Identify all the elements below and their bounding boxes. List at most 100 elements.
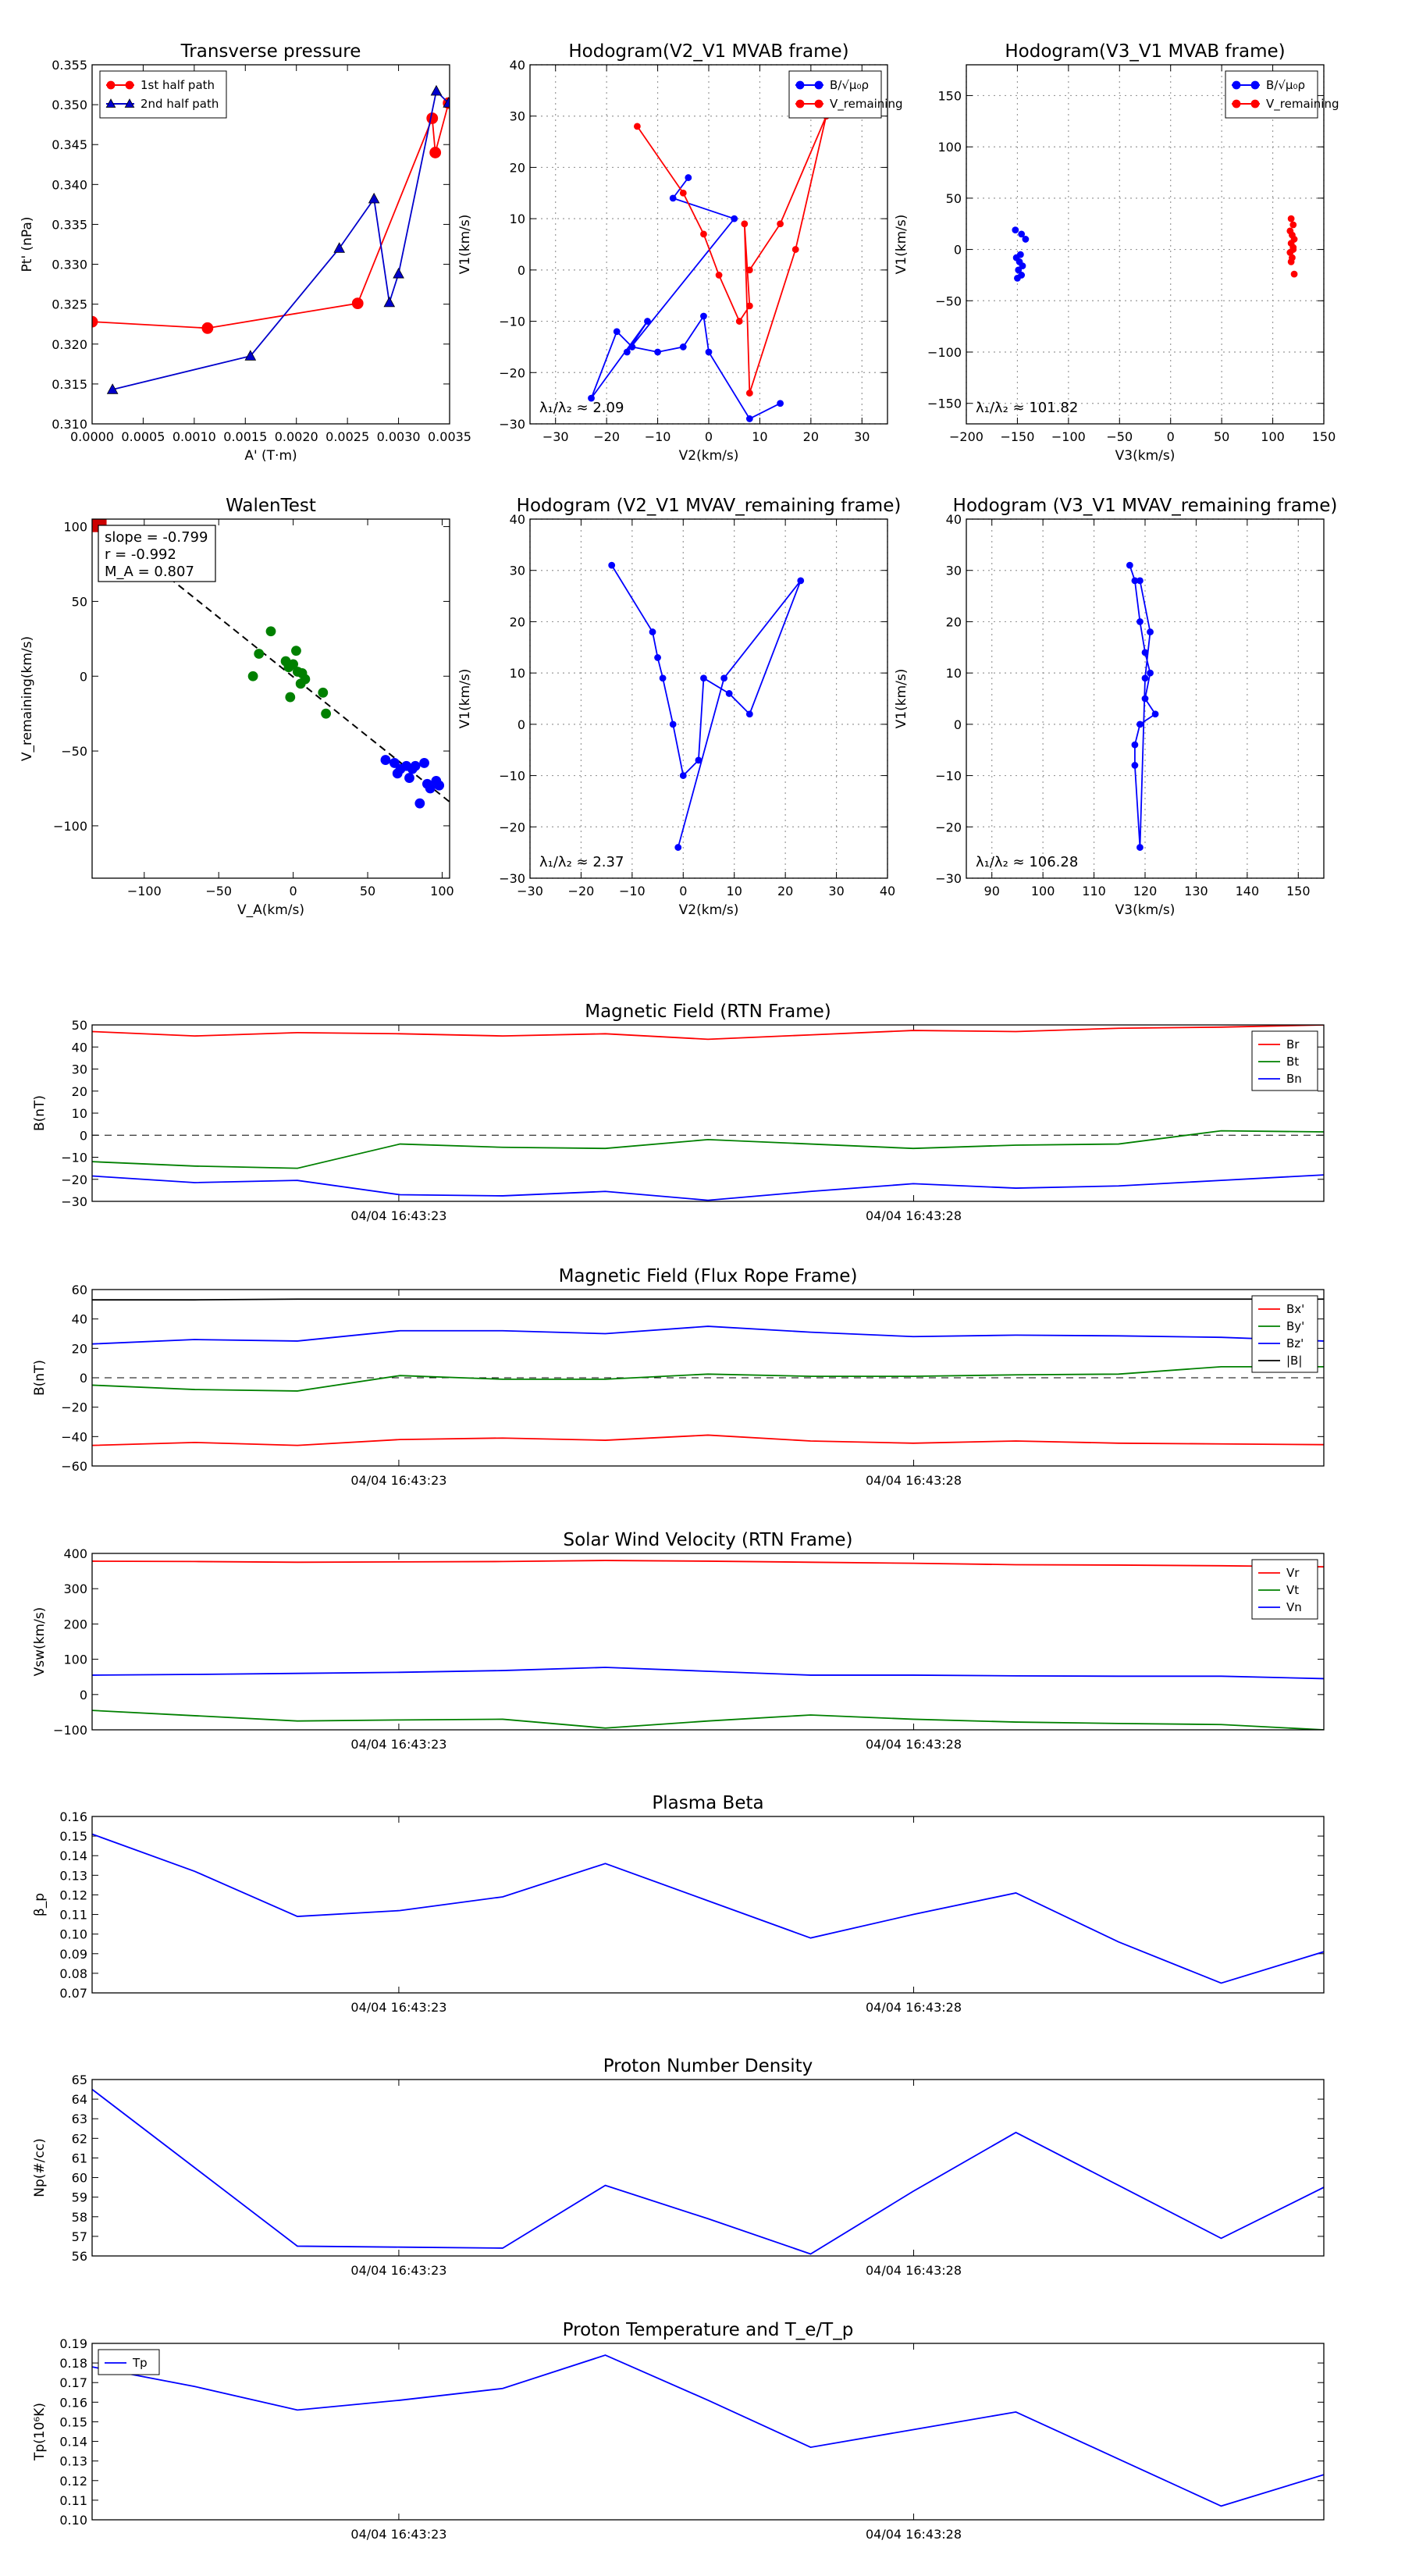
y-tick-label: −10 bbox=[499, 315, 525, 329]
series-line-b bbox=[92, 1298, 1324, 1301]
stats-line: M_A = 0.807 bbox=[105, 564, 194, 580]
y-tick-label: 0.13 bbox=[59, 2454, 87, 2469]
chart-title: Hodogram(V2_V1 MVAB frame) bbox=[568, 41, 848, 62]
y-tick-label: 0.14 bbox=[59, 1848, 87, 1863]
data-point-b bbox=[777, 400, 784, 407]
x-tick-label: −150 bbox=[1000, 429, 1034, 444]
axes-frame bbox=[91, 1816, 1325, 1994]
y-tick-label: 0.11 bbox=[59, 1908, 87, 1923]
y-tick-label: 40 bbox=[510, 512, 525, 527]
data-point-v-remaining bbox=[745, 390, 753, 397]
x-tick-label: 0.0030 bbox=[377, 429, 421, 444]
y-tick-label: 20 bbox=[510, 614, 525, 629]
series-line-tp bbox=[92, 2354, 1324, 2507]
data-point-v bbox=[1136, 720, 1144, 728]
y-tick-label: 59 bbox=[72, 2190, 87, 2205]
data-point-v bbox=[1131, 762, 1139, 769]
y-tick-label: −100 bbox=[53, 1723, 87, 1738]
x-tick-label: 0 bbox=[679, 884, 687, 898]
x-tick-label: 0.0000 bbox=[70, 429, 114, 444]
y-tick-label: −30 bbox=[499, 871, 525, 886]
legend-marker bbox=[795, 99, 805, 109]
x-tick-label: 0.0020 bbox=[275, 429, 318, 444]
x-tick-label: 10 bbox=[752, 429, 767, 444]
y-axis-label: V_remaining(km/s) bbox=[20, 636, 35, 761]
y-tick-label: −10 bbox=[935, 769, 962, 784]
y-tick-label: 56 bbox=[72, 2249, 87, 2264]
chart-title: Hodogram(V3_V1 MVAB frame) bbox=[1005, 41, 1285, 62]
y-axis-label: V1(km/s) bbox=[894, 215, 909, 275]
y-tick-label: −50 bbox=[935, 294, 962, 308]
data-point-v bbox=[1141, 649, 1149, 656]
data-point-v bbox=[1136, 844, 1144, 851]
x-tick-label: 40 bbox=[880, 884, 895, 898]
chart-title: Proton Temperature and T_e/T_p bbox=[563, 2320, 854, 2340]
x-tick-label: 04/04 16:43:23 bbox=[350, 2263, 446, 2278]
x-tick-label: 0 bbox=[290, 884, 297, 898]
y-tick-label: 0 bbox=[80, 1371, 87, 1386]
y-axis-label: Vsw(km/s) bbox=[32, 1607, 48, 1677]
data-point-green bbox=[321, 708, 332, 719]
y-tick-label: 50 bbox=[72, 594, 87, 609]
eigenvalue-ratio: λ₁/λ₂ ≈ 2.09 bbox=[539, 400, 624, 416]
data-point-1st-half-path bbox=[351, 297, 364, 310]
legend-label: Bt bbox=[1286, 1055, 1299, 1069]
y-tick-label: 0.13 bbox=[59, 1868, 87, 1883]
axes-frame bbox=[966, 518, 1325, 879]
x-tick-label: −10 bbox=[619, 884, 646, 898]
x-tick-label: 04/04 16:43:28 bbox=[866, 1473, 962, 1488]
legend-marker bbox=[125, 80, 134, 90]
y-tick-label: 0.10 bbox=[59, 1927, 87, 1942]
y-tick-label: −10 bbox=[61, 1151, 87, 1165]
data-point-blue bbox=[389, 758, 400, 768]
data-point-b bbox=[1019, 262, 1026, 270]
y-axis-label: V1(km/s) bbox=[457, 669, 473, 729]
stats-line: slope = -0.799 bbox=[105, 529, 208, 546]
y-tick-label: 10 bbox=[510, 212, 525, 226]
x-tick-label: 04/04 16:43:23 bbox=[350, 1208, 446, 1223]
panel-vsw: −100 0 100 200 300 400 04/04 16:43:23 04/04 16:… bbox=[32, 1530, 1325, 1752]
y-tick-label: 0.335 bbox=[52, 217, 87, 232]
y-tick-label: 65 bbox=[72, 2073, 87, 2087]
x-tick-label: 0 bbox=[705, 429, 713, 444]
y-tick-label: 61 bbox=[72, 2151, 87, 2165]
y-tick-label: 30 bbox=[72, 1062, 87, 1077]
y-tick-label: 150 bbox=[937, 88, 962, 103]
legend-marker bbox=[795, 80, 805, 90]
data-point-b bbox=[1022, 236, 1030, 243]
panel-hodo_v3v1_rem: 90 100 110 120 130 140 150 −30 −20 −10 0 10 20 30 40Ho… bbox=[894, 496, 1337, 918]
axes-frame bbox=[529, 518, 888, 879]
axes-frame bbox=[91, 2079, 1325, 2257]
data-point-2nd-half-path bbox=[393, 267, 404, 279]
series-line-bn bbox=[92, 1174, 1324, 1201]
y-tick-label: 0.355 bbox=[52, 58, 87, 73]
legend-box bbox=[99, 70, 227, 119]
y-tick-label: 10 bbox=[510, 666, 525, 681]
series-line-bz bbox=[92, 1325, 1324, 1345]
y-tick-label: 200 bbox=[63, 1617, 87, 1631]
panel-b_rtn: −30 −20 −10 0 10 20 30 40 50 04/04 16:43:23 04/04 … bbox=[32, 1002, 1325, 1223]
x-tick-label: 04/04 16:43:28 bbox=[866, 1208, 962, 1223]
legend-label: 2nd half path bbox=[140, 97, 219, 111]
y-tick-label: 100 bbox=[937, 140, 962, 155]
data-point-v bbox=[649, 628, 656, 635]
data-point-v-remaining bbox=[1287, 258, 1295, 265]
series-line-np bbox=[92, 2088, 1324, 2255]
legend-label: B/√μ₀ρ bbox=[1266, 78, 1305, 92]
y-axis-label: Pt' (nPa) bbox=[20, 217, 35, 272]
legend-box bbox=[98, 2349, 160, 2375]
x-axis-label: V3(km/s) bbox=[1115, 902, 1176, 918]
x-axis-label: V2(km/s) bbox=[679, 902, 739, 918]
y-tick-label: 58 bbox=[72, 2210, 87, 2225]
data-point-v-remaining bbox=[735, 318, 743, 325]
axes-frame bbox=[529, 64, 888, 425]
plot-area bbox=[92, 84, 450, 394]
legend-label: V_remaining bbox=[830, 97, 903, 112]
panel-tp: 0.10 0.11 0.12 0.13 0.14 0.15 0.16 0.17 0.18 0.19… bbox=[32, 2320, 1325, 2542]
data-point-v-remaining bbox=[791, 246, 799, 253]
data-point-v-remaining bbox=[1289, 221, 1297, 229]
data-point-green bbox=[247, 671, 258, 681]
x-tick-label: 0.0005 bbox=[121, 429, 165, 444]
y-tick-label: 0.08 bbox=[59, 1966, 87, 1981]
